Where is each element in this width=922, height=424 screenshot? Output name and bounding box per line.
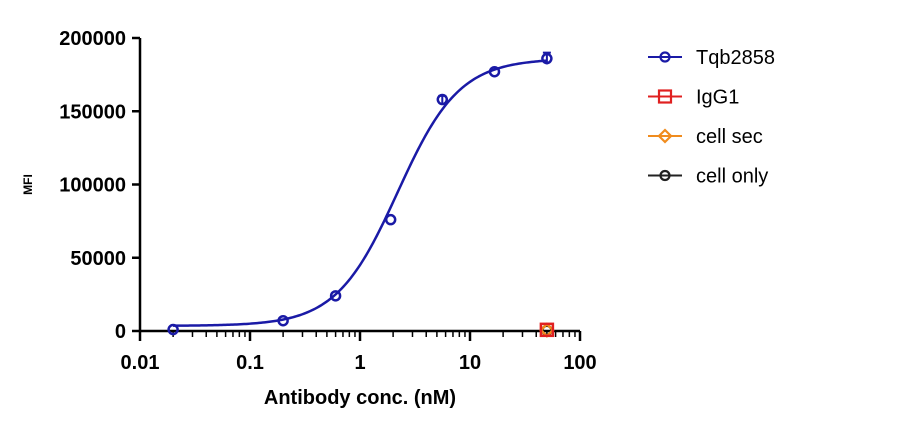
fit-curve-tqb2858: [173, 59, 547, 327]
x-axis-title: Antibody conc. (nM): [264, 387, 456, 409]
legend-marker-tqb2858: [659, 51, 671, 63]
x-tick-label: 10: [459, 352, 481, 374]
data-point-igg1: [539, 322, 555, 338]
y-tick-label: 0: [115, 321, 126, 343]
axes: 0 50000 100000 150000 200000 0.01 0.1 1 10 100: [59, 28, 596, 374]
legend-marker-cell-only: [659, 169, 671, 182]
data-points: [167, 51, 555, 338]
data-point-tqb2858: [541, 52, 553, 65]
y-axis-title: MFI: [21, 174, 35, 195]
y-tick-label: 150000: [59, 101, 126, 123]
fit-curves: [173, 59, 547, 327]
legend-label-igg1: IgG1: [696, 87, 739, 109]
data-point-tqb2858: [384, 213, 397, 226]
legend-label-cell-only: cell only: [696, 166, 768, 188]
y-tick-label: 50000: [70, 248, 126, 270]
legend: Tqb2858 IgG1 cell sec cell only: [648, 47, 775, 188]
y-axis-ticks: 0 50000 100000 150000 200000: [59, 28, 140, 343]
legend-marker-igg1: [657, 89, 673, 104]
data-point-tqb2858: [329, 290, 342, 302]
x-tick-label: 0.1: [236, 352, 264, 374]
x-axis-ticks: 0.01 0.1 1 10 100: [121, 331, 597, 374]
legend-marker-cell-sec: [657, 128, 673, 144]
legend-label-tqb2858: Tqb2858: [696, 47, 775, 69]
y-tick-label: 100000: [59, 175, 126, 197]
x-tick-label: 1: [354, 352, 365, 374]
legend-label-cell-sec: cell sec: [696, 126, 763, 148]
data-point-tqb2858: [488, 65, 501, 78]
data-point-tqb2858: [167, 323, 179, 336]
data-point-tqb2858: [277, 314, 289, 327]
y-tick-label: 200000: [59, 28, 126, 50]
data-point-tqb2858: [436, 93, 449, 106]
x-tick-label: 100: [563, 352, 596, 374]
x-tick-label: 0.01: [121, 352, 160, 374]
